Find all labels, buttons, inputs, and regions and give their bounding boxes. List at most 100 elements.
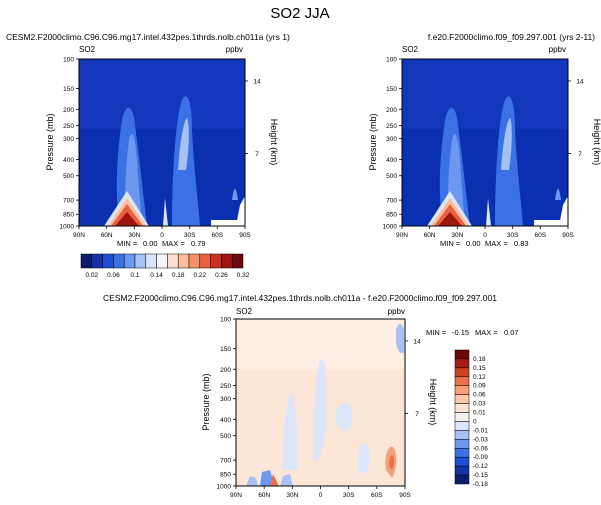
colorbar-label: 0.06 [473, 392, 486, 399]
y-tick-label: 500 [220, 433, 231, 440]
panel-difference-ylabel: Pressure (mb) [201, 373, 211, 430]
upper-tropo-band [402, 59, 568, 129]
y-tick-label: 200 [386, 107, 397, 114]
y-tick-label: 200 [220, 367, 231, 374]
colorbar-swatch [454, 439, 470, 449]
x-tick-label: 60N [258, 492, 270, 499]
colorbar-swatch [454, 430, 470, 440]
y-tick-label: 150 [63, 86, 74, 93]
y-tick-label: 500 [386, 173, 397, 180]
colorbar-label: -0.09 [473, 454, 488, 461]
diff-neg-column-nh [282, 392, 298, 470]
panel-model-max: 0.79 [191, 239, 206, 248]
diff-neg-polar-top [396, 324, 404, 354]
y2-tick-label: 7 [415, 411, 419, 418]
antarctic-edge [236, 196, 245, 226]
panel-reference-units: ppbv [549, 45, 566, 54]
figure-title: SO2 JJA [270, 5, 329, 22]
x-tick-label: 60S [212, 232, 224, 239]
y-tick-label: 1000 [60, 224, 75, 231]
colorbar-swatch [134, 253, 147, 269]
colorbar-swatch [454, 403, 470, 413]
field-features [79, 59, 245, 226]
y-tick-label: 500 [63, 173, 74, 180]
colorbar-label: 0.06 [107, 272, 120, 279]
y-tick-label: 300 [63, 136, 74, 143]
x-tick-label: 60N [424, 232, 436, 239]
panel-reference-max: 0.83 [514, 239, 529, 248]
x-tick-label: 60S [371, 492, 383, 499]
panel-difference-max-label: MAX = [475, 328, 498, 337]
polar-spike [555, 188, 561, 200]
colorbar-label: 0.1 [130, 272, 139, 279]
y-tick-label: 400 [386, 157, 397, 164]
panel-difference-title: CESM2.F2000climo.C96.C96.mg17.intel.432p… [103, 293, 497, 303]
x-tick-label: 90S [399, 492, 411, 499]
colorbar-label: 0.02 [85, 272, 98, 279]
sh-plume-inner [501, 118, 512, 170]
diff-surface-neg3 [246, 476, 258, 486]
panel-difference-variable: SO2 [236, 307, 253, 316]
panel-model-y2label: Height (km) [269, 119, 279, 166]
panel-reference-variable: SO2 [402, 45, 419, 54]
antarctic-mask [211, 220, 245, 226]
panel-difference-y2label: Height (km) [428, 379, 438, 426]
colorbar-label: 0.18 [473, 356, 486, 363]
y-tick-label: 300 [386, 136, 397, 143]
y-tick-label: 100 [63, 57, 74, 64]
x-tick-label: 30S [343, 492, 355, 499]
panel-reference-ylabel: Pressure (mb) [368, 113, 378, 170]
y-tick-label: 700 [220, 458, 231, 465]
colorbar-swatch [177, 253, 190, 269]
panel-reference-title: f.e20.F2000climo.f09_f09.297.001 (yrs 2-… [428, 32, 595, 42]
colorbar-swatch [91, 253, 103, 269]
surface-ramp-max [438, 212, 462, 226]
colorbar-swatch [199, 253, 211, 269]
colorbar-swatch [113, 253, 125, 269]
x-tick-label: 90S [239, 232, 251, 239]
y-tick-label: 400 [63, 157, 74, 164]
x-tick-label: 30N [286, 492, 298, 499]
colorbar-swatch [145, 253, 157, 269]
colorbar-label: 0.12 [473, 374, 486, 381]
colorbar-label: 0.15 [473, 365, 486, 372]
colorbar-swatch [167, 253, 179, 269]
diff-neg-column-eq [313, 359, 327, 460]
diff-surface-pos [270, 474, 279, 486]
y-tick-label: 300 [220, 396, 231, 403]
panel-difference: CESM2.F2000climo.C96.C96.mg17.intel.432p… [103, 293, 519, 499]
x-tick-label: 90S [562, 232, 574, 239]
panel-model-min-label: MIN = [117, 239, 138, 248]
colorbar-label: -0.18 [473, 481, 488, 488]
surface-ramp-max [115, 212, 139, 226]
polar-spike [232, 188, 238, 200]
panel-difference-min: -0.15 [452, 328, 469, 337]
panel-reference-max-label: MAX = [485, 239, 508, 248]
sh-plume-inner [178, 118, 189, 170]
panel-model-units: ppbv [226, 45, 243, 54]
x-tick-label: 90N [73, 232, 85, 239]
colorbar-swatch [231, 253, 244, 269]
panel-model-ylabel: Pressure (mb) [45, 113, 55, 170]
y-tick-label: 700 [63, 198, 74, 205]
diff-pos-polar-core [389, 455, 395, 470]
top-colorbar: 0.02 0.06 0.1 0.14 0.18 0.22 0.26 0.32 [80, 253, 250, 279]
colorbar-swatch [454, 456, 470, 467]
x-tick-label: 30N [451, 232, 463, 239]
y2-tick-label: 14 [413, 338, 421, 345]
colorbar-swatch [102, 253, 114, 269]
colorbar-swatch [210, 253, 222, 269]
equatorial-spike [163, 198, 168, 226]
colorbar-swatch [454, 367, 470, 378]
colorbar-label: 0.01 [473, 410, 486, 417]
x-tick-label: 0 [483, 232, 487, 239]
colorbar-swatch [454, 448, 470, 458]
colorbar-label: -0.06 [473, 445, 488, 452]
panel-model-min: 0.00 [143, 239, 158, 248]
panel-reference: f.e20.F2000climo.f09_f09.297.001 (yrs 2-… [368, 32, 601, 248]
field-features [402, 59, 568, 226]
y-tick-label: 200 [63, 107, 74, 114]
colorbar-label: 0.14 [150, 272, 163, 279]
